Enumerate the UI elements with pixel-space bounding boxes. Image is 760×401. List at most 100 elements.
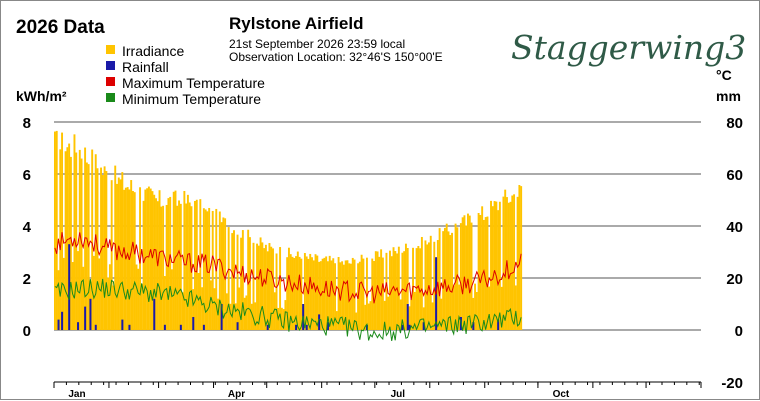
irradiance-bar: [495, 201, 498, 330]
irradiance-bar: [438, 228, 441, 330]
irradiance-bar: [477, 212, 480, 330]
irradiance-bar: [57, 270, 60, 330]
irradiance-bar: [498, 201, 501, 330]
irradiance-bar: [511, 195, 514, 330]
right-axis-unit-rain: mm: [716, 88, 741, 104]
rainfall-bar: [61, 311, 64, 330]
irradiance-bar: [353, 259, 356, 330]
irradiance-bar: [514, 285, 517, 330]
irradiance-bar: [98, 258, 101, 330]
irradiance-bar: [256, 243, 258, 330]
irradiance-bar: [194, 200, 196, 330]
irradiance-bar: [300, 258, 303, 330]
irradiance-bar: [75, 152, 78, 330]
irradiance-bar: [209, 280, 212, 330]
irradiance-bar: [516, 196, 519, 330]
x-tick-label: Oct: [553, 389, 570, 400]
irradiance-bar: [408, 306, 411, 330]
irradiance-bar: [305, 256, 308, 330]
irradiance-bar: [468, 215, 471, 330]
rainfall-bar: [128, 324, 131, 330]
irradiance-bar: [62, 257, 65, 330]
irradiance-bar: [233, 230, 235, 330]
legend-swatch-min-temp: [106, 93, 115, 102]
irradiance-bar: [247, 229, 250, 330]
irradiance-bar: [316, 255, 319, 330]
rainfall-bar: [408, 324, 411, 330]
left-tick-label: 8: [23, 115, 31, 132]
rainfall-bar: [497, 319, 500, 330]
irradiance-bar: [92, 255, 95, 330]
irradiance-bar: [218, 211, 221, 330]
irradiance-bar: [311, 257, 313, 330]
irradiance-bar: [146, 188, 149, 330]
irradiance-bar: [139, 187, 142, 330]
irradiance-bar: [268, 243, 271, 330]
irradiance-bar: [344, 260, 347, 330]
irradiance-bar: [520, 186, 523, 330]
irradiance-bar: [272, 248, 274, 330]
rainfall-bar: [318, 314, 321, 330]
rainfall-bar: [68, 244, 71, 330]
irradiance-bar: [135, 264, 138, 330]
irradiance-bar: [289, 254, 292, 330]
legend: Irradiance Rainfall Maximum Temperature …: [106, 43, 265, 107]
irradiance-bar: [280, 307, 283, 330]
irradiance-bar: [463, 215, 466, 330]
legend-label-min-temp: Minimum Temperature: [122, 91, 261, 107]
irradiance-bar: [447, 231, 450, 330]
irradiance-bar: [420, 236, 423, 330]
irradiance-bar: [257, 245, 260, 330]
irradiance-bar: [147, 186, 150, 330]
irradiance-bar: [392, 247, 395, 330]
irradiance-bar: [137, 268, 140, 330]
irradiance-bar: [417, 245, 420, 330]
irradiance-bar: [236, 234, 239, 330]
rainfall-bar: [401, 324, 404, 330]
irradiance-bar: [293, 258, 296, 330]
rainfall-bar: [57, 319, 60, 330]
irradiance-bar: [376, 251, 379, 330]
irradiance-bar: [458, 284, 461, 330]
irradiance-bar: [174, 190, 177, 330]
irradiance-bar: [195, 199, 198, 330]
irradiance-bar: [142, 200, 145, 330]
irradiance-bar: [449, 235, 452, 330]
irradiance-bar: [342, 264, 345, 330]
irradiance-bar: [69, 156, 72, 330]
right-tick-label: 80: [726, 115, 743, 132]
irradiance-bar: [213, 288, 216, 330]
axis-layer: Jan Apr Jul Oct 0 2 4 6 8 -20 0 20 40 60 80: [23, 115, 743, 400]
rainfall-bar: [94, 324, 97, 330]
irradiance-bar: [121, 172, 124, 330]
irradiance-bar: [286, 257, 289, 330]
right-tick-label: -20: [721, 375, 743, 392]
irradiance-bar: [381, 257, 384, 330]
irradiance-bar: [445, 223, 448, 330]
rainfall-bar: [326, 322, 329, 330]
irradiance-bar: [151, 191, 154, 330]
irradiance-bar: [282, 309, 285, 330]
irradiance-bar: [163, 276, 166, 330]
irradiance-bar: [397, 246, 400, 330]
irradiance-bar: [419, 248, 422, 330]
irradiance-bar: [307, 258, 310, 330]
irradiance-bar: [227, 227, 230, 330]
irradiance-bar: [493, 201, 496, 330]
x-tick-label: Jan: [68, 389, 85, 400]
rainfall-bar: [236, 322, 239, 330]
irradiance-bar: [371, 258, 374, 330]
irradiance-bar: [238, 287, 241, 330]
irradiance-bar: [325, 256, 328, 330]
irradiance-bar: [369, 301, 372, 330]
rainfall-bar: [121, 319, 124, 330]
irradiance-bar: [406, 248, 409, 330]
irradiance-bar: [424, 240, 427, 330]
irradiance-bar: [266, 251, 269, 330]
rainfall-bar: [163, 324, 166, 330]
irradiance-bar: [201, 287, 204, 330]
left-tick-label: 0: [23, 323, 31, 340]
irradiance-bar: [296, 251, 299, 330]
irradiance-bar: [334, 263, 336, 330]
